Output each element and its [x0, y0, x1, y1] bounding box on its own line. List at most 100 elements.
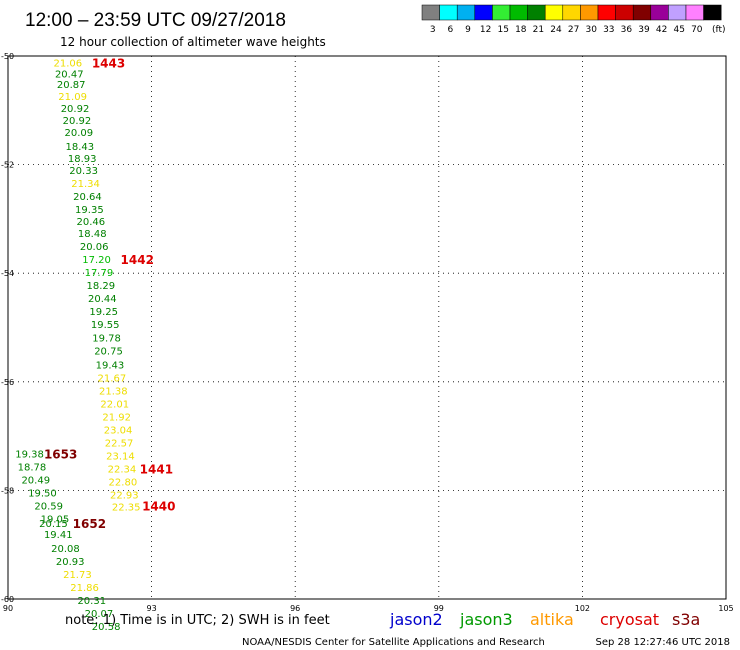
colorbar-label: 30	[585, 25, 597, 35]
data-point: 22.35	[112, 503, 141, 514]
data-point: 18.29	[87, 281, 116, 292]
data-point: 19.05	[41, 515, 70, 526]
data-point: 22.93	[110, 491, 139, 502]
legend-entry: jason2	[389, 610, 443, 629]
data-point: 19.35	[75, 205, 104, 216]
y-tick-label: -60	[1, 595, 14, 604]
x-tick-label: 102	[575, 604, 590, 613]
data-point: 19.50	[28, 489, 57, 500]
data-point: 20.58	[92, 622, 121, 633]
colorbar-swatch	[492, 4, 511, 21]
data-point: 17.20	[82, 255, 111, 266]
y-tick-label: -56	[1, 378, 14, 387]
data-point: 22.80	[109, 478, 138, 489]
colorbar-swatch	[456, 4, 476, 21]
x-tick-label: 93	[147, 604, 157, 613]
y-tick-label: -52	[1, 161, 14, 170]
colorbar-swatch	[580, 4, 599, 21]
data-point: 20.06	[80, 242, 109, 253]
colorbar-swatch	[527, 4, 546, 21]
chart-title: 12:00 – 23:59 UTC 09/27/2018	[25, 10, 286, 31]
data-point: 20.49	[21, 476, 50, 487]
data-point: 20.08	[51, 544, 80, 555]
colorbar-label: 3	[430, 25, 436, 35]
x-axis-ticks: 90 93 96 99 102 105	[3, 604, 734, 613]
data-point: 19.41	[44, 530, 73, 541]
pass-label: 1441	[140, 463, 173, 477]
data-point: 20.87	[57, 80, 86, 91]
chart-subtitle: 12 hour collection of altimeter wave hei…	[60, 35, 326, 49]
data-point: 22.57	[105, 439, 134, 450]
colorbar-swatch	[509, 4, 528, 21]
pass-label: 1442	[121, 253, 154, 267]
satellite-legend: jason2 jason3 altika cryosat s3a	[389, 610, 700, 629]
data-point: 21.73	[63, 570, 92, 581]
data-point: 21.06	[54, 59, 83, 70]
colorbar-label: 18	[515, 25, 527, 35]
pass-label: 1440	[142, 500, 175, 514]
data-point: 20.46	[76, 217, 105, 228]
data-point: 20.15	[39, 519, 68, 530]
data-point: 21.09	[58, 92, 87, 103]
data-point: 21.92	[102, 413, 131, 424]
colorbar-label: 12	[480, 25, 491, 35]
colorbar-swatch	[474, 4, 493, 21]
data-point: 20.93	[56, 557, 85, 568]
data-point: 18.78	[18, 463, 47, 474]
y-axis-ticks: -50 -52 -54 -56 -58 -60	[1, 52, 14, 604]
x-tick-label: 90	[3, 604, 13, 613]
data-point: 20.75	[94, 346, 123, 357]
colorbar-swatch	[544, 4, 564, 21]
data-point: 18.93	[68, 154, 97, 165]
x-tick-label: 96	[290, 604, 300, 613]
data-point: 23.04	[104, 426, 133, 437]
data-point: 19.43	[96, 360, 125, 371]
data-points: 21.0620.4720.8721.0920.9220.9220.0918.43…	[15, 59, 140, 634]
colorbar-swatch	[562, 4, 581, 21]
pass-label: 1653	[44, 447, 77, 461]
data-point: 20.07	[85, 609, 114, 620]
colorbar-swatch	[703, 4, 722, 21]
pass-label: 1652	[73, 517, 106, 531]
colorbar-unit: (ft)	[712, 25, 726, 35]
colorbar-label: 15	[497, 25, 508, 35]
data-point: 19.55	[91, 320, 120, 331]
colorbar-label: 70	[691, 25, 703, 35]
data-point: 18.43	[65, 142, 94, 153]
colorbar-swatch	[668, 4, 687, 21]
colorbar-swatch	[439, 4, 458, 21]
data-point: 21.38	[99, 386, 128, 397]
footer-note: note: 1) Time is in UTC; 2) SWH is in fe…	[65, 613, 330, 628]
data-point: 19.78	[92, 333, 121, 344]
pass-labels: 1443 1442 1441 1440 1653 1652	[44, 57, 176, 531]
data-point: 18.48	[78, 229, 107, 240]
legend-entry: cryosat	[600, 610, 659, 629]
data-point: 21.67	[98, 373, 127, 384]
colorbar: 3 6 9 12 15 18 21 24 27 30 33 36 39 42 45 70	[421, 4, 722, 35]
legend-entry: altika	[530, 610, 574, 629]
legend-entry: s3a	[672, 610, 700, 629]
y-tick-label: -50	[1, 52, 14, 61]
grid	[8, 56, 726, 599]
colorbar-swatch	[650, 4, 669, 21]
data-point: 20.31	[77, 596, 106, 607]
colorbar-label: 36	[621, 25, 633, 35]
colorbar-label: 21	[533, 25, 544, 35]
data-point: 19.38	[15, 449, 44, 460]
colorbar-label: 42	[656, 25, 667, 35]
data-point: 22.01	[100, 400, 129, 411]
footer-timestamp: Sep 28 12:27:46 UTC 2018	[596, 637, 730, 648]
pass-label: 1443	[92, 57, 125, 71]
data-point: 23.14	[106, 452, 135, 463]
data-point: 20.92	[63, 116, 92, 127]
data-point: 20.92	[61, 104, 90, 115]
colorbar-swatch	[615, 4, 634, 21]
colorbar-label: 24	[550, 25, 562, 35]
colorbar-swatch	[421, 4, 440, 21]
legend-entry: jason3	[459, 610, 513, 629]
colorbar-label: 45	[673, 25, 684, 35]
data-point: 21.86	[70, 583, 99, 594]
colorbar-label: 6	[448, 25, 454, 35]
data-point: 19.25	[89, 307, 118, 318]
